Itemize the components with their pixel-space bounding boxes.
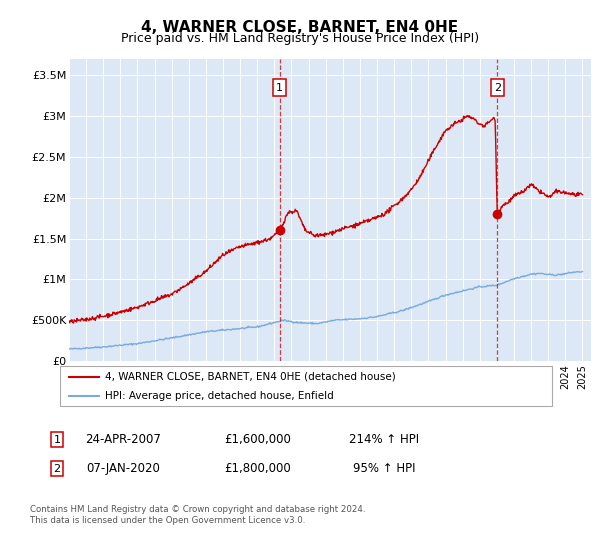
Text: 1: 1 (276, 82, 283, 92)
Text: Price paid vs. HM Land Registry's House Price Index (HPI): Price paid vs. HM Land Registry's House … (121, 32, 479, 45)
Text: 214% ↑ HPI: 214% ↑ HPI (349, 433, 419, 446)
Text: 2: 2 (494, 82, 501, 92)
Text: £1,800,000: £1,800,000 (224, 462, 292, 475)
Text: 4, WARNER CLOSE, BARNET, EN4 0HE: 4, WARNER CLOSE, BARNET, EN4 0HE (142, 20, 458, 35)
Text: 1: 1 (53, 435, 61, 445)
Text: 2: 2 (53, 464, 61, 474)
Text: Contains HM Land Registry data © Crown copyright and database right 2024.
This d: Contains HM Land Registry data © Crown c… (30, 505, 365, 525)
Text: HPI: Average price, detached house, Enfield: HPI: Average price, detached house, Enfi… (105, 391, 334, 401)
Text: 4, WARNER CLOSE, BARNET, EN4 0HE (detached house): 4, WARNER CLOSE, BARNET, EN4 0HE (detach… (105, 372, 396, 382)
Text: 24-APR-2007: 24-APR-2007 (85, 433, 161, 446)
Text: £1,600,000: £1,600,000 (224, 433, 292, 446)
Text: 95% ↑ HPI: 95% ↑ HPI (353, 462, 415, 475)
Text: 07-JAN-2020: 07-JAN-2020 (86, 462, 160, 475)
